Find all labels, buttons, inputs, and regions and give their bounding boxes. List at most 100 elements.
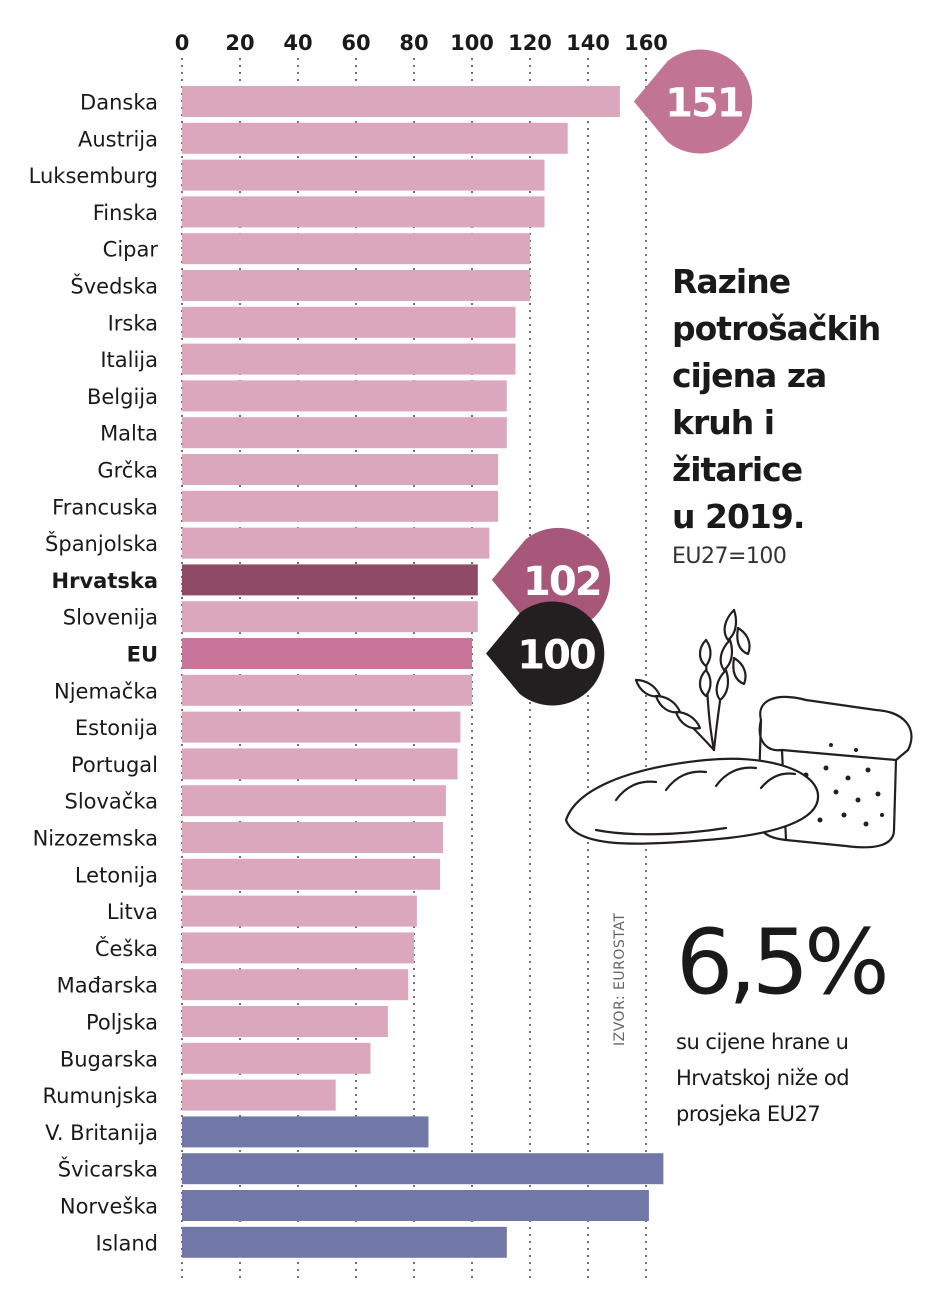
bar bbox=[182, 343, 516, 375]
bar bbox=[182, 86, 620, 117]
category-label: Njemačka bbox=[54, 679, 158, 703]
category-label: Švicarska bbox=[58, 1157, 158, 1182]
category-label: Mađarska bbox=[57, 974, 158, 998]
title-line: kruh i bbox=[672, 403, 775, 442]
category-label: Norveška bbox=[60, 1195, 158, 1219]
bar bbox=[182, 895, 417, 927]
bar bbox=[182, 1226, 507, 1258]
x-tick-label: 120 bbox=[508, 31, 552, 55]
bar bbox=[182, 122, 568, 154]
x-tick-label: 20 bbox=[225, 31, 254, 55]
title-line: cijena za bbox=[672, 356, 827, 395]
highlight-line: prosjeka EU27 bbox=[676, 1102, 821, 1126]
category-label: Luksemburg bbox=[29, 164, 158, 188]
x-axis-ticks: 0 20 40 60 80 100 120 140 160 bbox=[175, 31, 668, 55]
category-label: Italija bbox=[100, 348, 158, 372]
bread-and-wheat-icon bbox=[564, 608, 913, 849]
bar bbox=[182, 1190, 649, 1221]
title-line: u 2019. bbox=[672, 497, 805, 536]
category-label: Letonija bbox=[75, 863, 158, 887]
title-line: potrošačkih bbox=[672, 309, 881, 348]
bar bbox=[182, 1006, 388, 1037]
callout-badge bbox=[486, 601, 605, 706]
x-tick-label: 40 bbox=[283, 31, 312, 55]
title-block: Razine potrošačkih cijena za kruh i žita… bbox=[672, 258, 932, 569]
bar bbox=[182, 1153, 664, 1185]
category-label: Poljska bbox=[86, 1011, 158, 1035]
bar bbox=[182, 674, 472, 706]
bar bbox=[182, 638, 472, 669]
category-labels: Danska Austrija Luksemburg Finska Cipar Šveds… bbox=[29, 91, 159, 1256]
category-label: Estonija bbox=[75, 716, 158, 740]
category-label: Grčka bbox=[97, 459, 158, 483]
bar bbox=[182, 159, 545, 191]
category-label: V. Britanija bbox=[45, 1121, 158, 1145]
callout-badge bbox=[491, 527, 611, 632]
bar bbox=[182, 822, 443, 853]
bar bbox=[182, 270, 530, 301]
bar bbox=[182, 601, 478, 633]
callout-badge bbox=[633, 49, 753, 154]
chart-title: Razine potrošačkih cijena za kruh i žita… bbox=[672, 258, 932, 540]
x-tick-label: 140 bbox=[566, 31, 610, 55]
category-label: Bugarska bbox=[60, 1047, 158, 1071]
x-tick-label: 0 bbox=[175, 31, 190, 55]
title-line: žitarice bbox=[672, 450, 803, 489]
category-label: Litva bbox=[107, 900, 158, 924]
highlight-line: Hrvatskoj niže od bbox=[676, 1066, 850, 1090]
category-label: Portugal bbox=[71, 753, 158, 777]
category-label: Rumunjska bbox=[43, 1084, 158, 1108]
category-label: Danska bbox=[80, 91, 158, 115]
bars bbox=[182, 86, 664, 1258]
category-label: Cipar bbox=[103, 238, 159, 262]
callout-value: 102 bbox=[523, 559, 601, 605]
category-label: Francuska bbox=[52, 495, 158, 519]
category-label: Belgija bbox=[87, 385, 158, 409]
bar bbox=[182, 490, 499, 522]
bar bbox=[182, 969, 409, 1001]
category-label: Malta bbox=[100, 422, 158, 446]
bar bbox=[182, 1079, 336, 1111]
bar bbox=[182, 785, 446, 817]
category-label: Irska bbox=[108, 311, 158, 335]
category-label: Hrvatska bbox=[52, 569, 158, 593]
bar bbox=[182, 454, 499, 485]
callout-value: 100 bbox=[517, 633, 595, 679]
bar bbox=[182, 564, 478, 596]
category-label: Nizozemska bbox=[33, 827, 158, 851]
category-label: Slovačka bbox=[64, 790, 158, 814]
category-label: Švedska bbox=[70, 274, 158, 299]
bar bbox=[182, 932, 414, 964]
chart-subtitle: EU27=100 bbox=[672, 544, 787, 569]
x-tick-label: 80 bbox=[399, 31, 428, 55]
bar bbox=[182, 233, 530, 265]
category-label: Češka bbox=[95, 936, 158, 961]
highlight-line: su cijene hrane u bbox=[676, 1030, 849, 1054]
highlight-value: 6,5% bbox=[676, 910, 890, 1015]
category-label: EU bbox=[127, 643, 158, 667]
bar bbox=[182, 858, 441, 890]
bar bbox=[182, 527, 490, 559]
highlight-block: 6,5% su cijene hrane u Hrvatskoj niže od… bbox=[676, 908, 926, 1132]
source-note: IZVOR: EUROSTAT bbox=[612, 912, 628, 1046]
value-callouts: 151 102 100 bbox=[486, 49, 753, 706]
highlight-text: su cijene hrane u Hrvatskoj niže od pros… bbox=[676, 1024, 926, 1132]
bar bbox=[182, 748, 458, 780]
bar bbox=[182, 417, 507, 449]
category-label: Finska bbox=[93, 201, 158, 225]
bar bbox=[182, 196, 545, 228]
bar bbox=[182, 711, 461, 743]
bar bbox=[182, 306, 516, 338]
x-tick-label: 60 bbox=[341, 31, 370, 55]
bar bbox=[182, 1116, 429, 1148]
category-label: Slovenija bbox=[63, 606, 158, 630]
title-line: Razine bbox=[672, 262, 791, 301]
category-label: Island bbox=[96, 1231, 158, 1255]
callout-value: 151 bbox=[665, 81, 743, 127]
category-label: Austrija bbox=[78, 127, 158, 151]
x-tick-label: 160 bbox=[624, 31, 668, 55]
bar bbox=[182, 380, 507, 412]
category-label: Španjolska bbox=[45, 531, 158, 556]
x-tick-label: 100 bbox=[450, 31, 494, 55]
